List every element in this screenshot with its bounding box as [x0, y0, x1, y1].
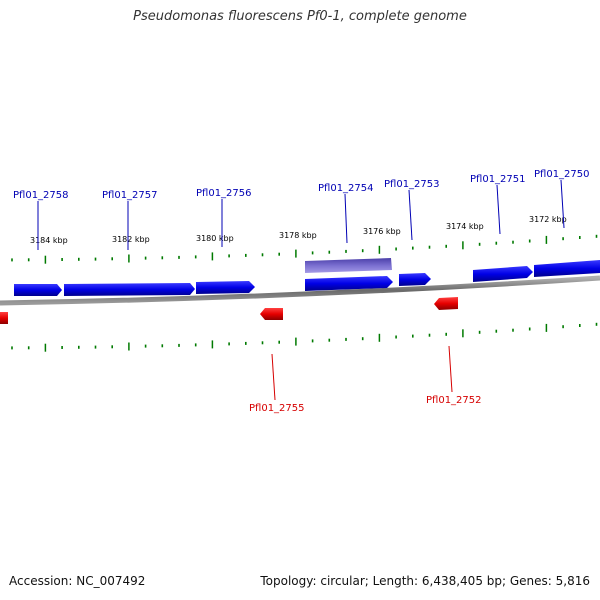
gene-label-pfl01-2753[interactable]: Pfl01_2753 — [384, 179, 440, 190]
kbp-label-3174: 3174 kbp — [446, 222, 484, 231]
gene-arrow-offscreen-left[interactable] — [0, 312, 8, 324]
gene-arrow-pfl01-2751[interactable] — [473, 266, 533, 282]
gene-label-pfl01-2751[interactable]: Pfl01_2751 — [470, 174, 526, 185]
gene-arrow-pfl01-2754[interactable] — [305, 276, 393, 291]
gene-label-pfl01-2755[interactable]: Pfl01_2755 — [249, 403, 305, 414]
gene-label-pfl01-2752[interactable]: Pfl01_2752 — [426, 395, 482, 406]
gene-label-pfl01-2754[interactable]: Pfl01_2754 — [318, 183, 374, 194]
leader-line-2752 — [448, 345, 453, 393]
kbp-label-3172: 3172 kbp — [529, 215, 567, 224]
map-title: Pseudomonas fluorescens Pf0-1, complete … — [133, 9, 467, 24]
kbp-label-3176: 3176 kbp — [363, 227, 401, 236]
topology-summary-text: Topology: circular; Length: 6,438,405 bp… — [260, 574, 590, 588]
accession-text: Accession: NC_007492 — [9, 574, 146, 588]
kbp-label-3178: 3178 kbp — [279, 231, 317, 240]
gene-arrow-pfl01-2754-highlight[interactable] — [305, 258, 392, 273]
gene-label-pfl01-2758[interactable]: Pfl01_2758 — [13, 190, 69, 201]
leader-line-2753 — [408, 189, 413, 241]
leader-line-2750 — [560, 179, 565, 229]
kbp-tick-row-bottom — [11, 322, 598, 352]
genome-backbone — [0, 275, 600, 306]
gene-arrow-pfl01-2755[interactable] — [260, 308, 283, 320]
gene-label-pfl01-2757[interactable]: Pfl01_2757 — [102, 190, 158, 201]
gene-arrow-pfl01-2752[interactable] — [434, 297, 458, 310]
leader-line-2754 — [344, 193, 348, 244]
leader-line-2755 — [271, 353, 276, 401]
kbp-label-3184: 3184 kbp — [30, 236, 68, 245]
kbp-tick-row-top — [11, 234, 598, 264]
gene-arrow-pfl01-2756[interactable] — [196, 281, 255, 294]
gene-arrow-pfl01-2757[interactable] — [64, 283, 195, 296]
gene-arrow-pfl01-2758[interactable] — [14, 284, 62, 296]
kbp-label-3180: 3180 kbp — [196, 234, 234, 243]
gene-arrow-pfl01-2753[interactable] — [399, 273, 431, 286]
gene-label-pfl01-2756[interactable]: Pfl01_2756 — [196, 188, 252, 199]
gene-label-pfl01-2750[interactable]: Pfl01_2750 — [534, 169, 590, 180]
kbp-label-3182: 3182 kbp — [112, 235, 150, 244]
gene-arrow-pfl01-2750[interactable] — [534, 260, 600, 277]
leader-line-2751 — [496, 184, 501, 235]
